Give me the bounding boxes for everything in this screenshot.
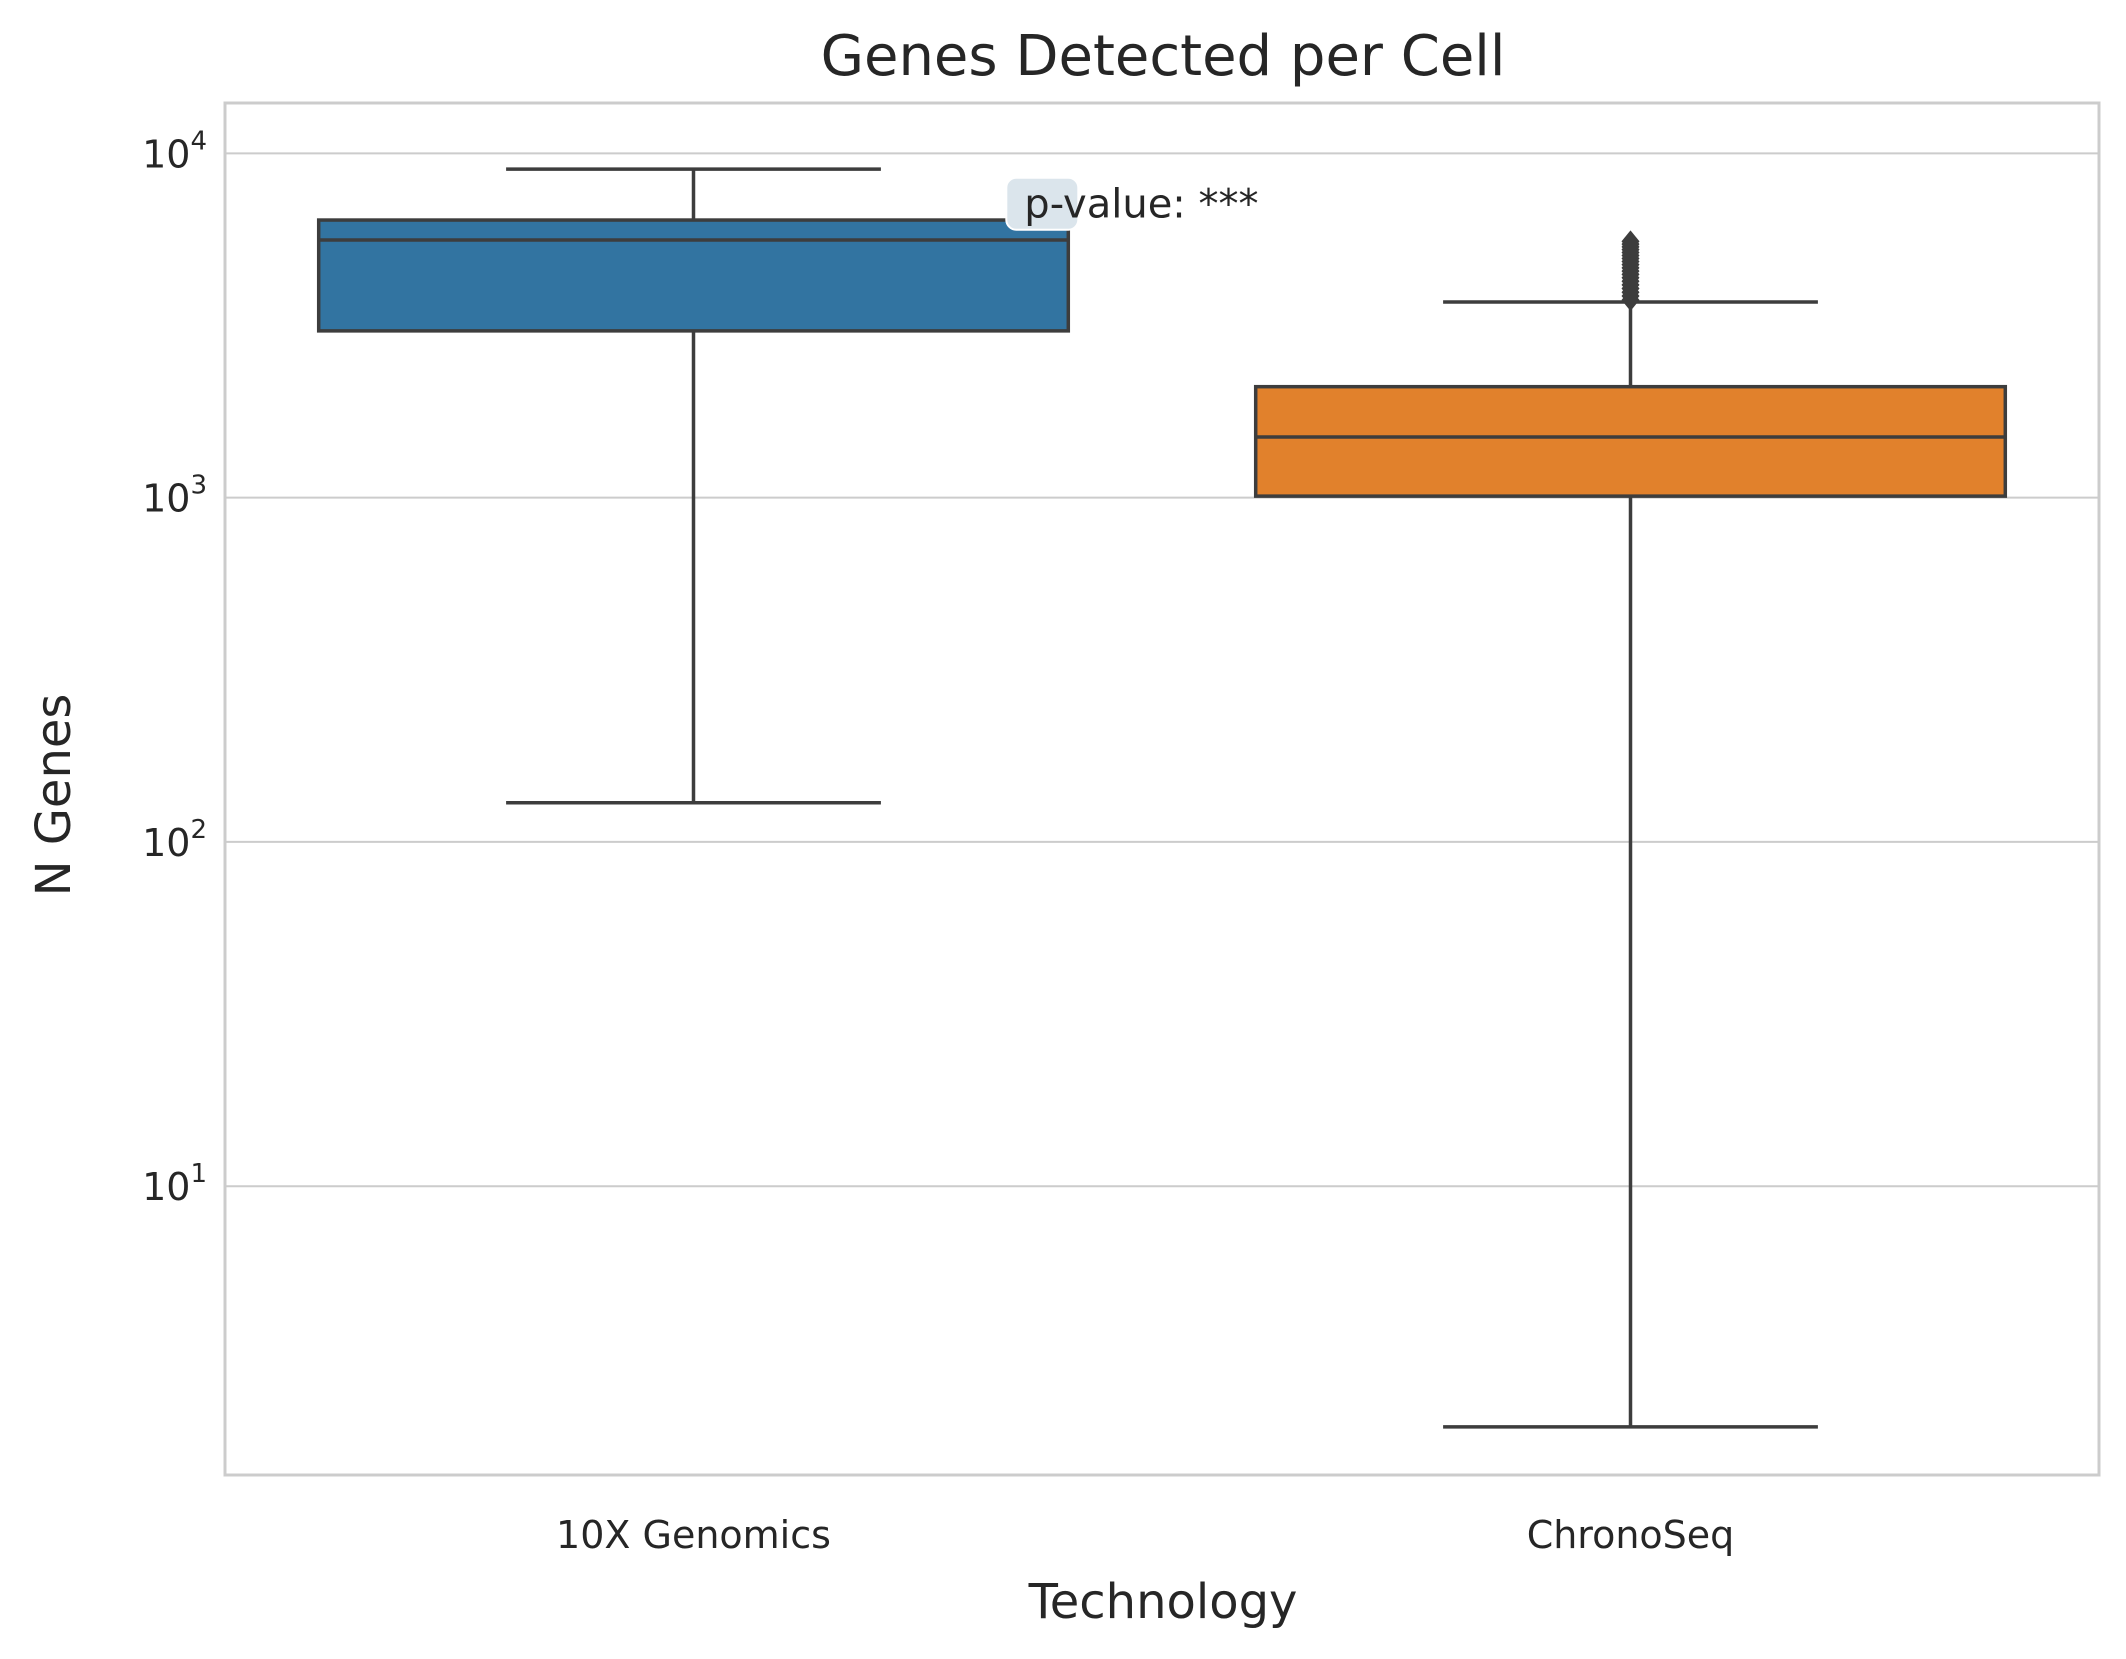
chart-title: Genes Detected per Cell [821, 24, 1506, 89]
grid-lines [225, 152, 2099, 1188]
annotation-bbox [1005, 176, 1080, 231]
x-tick-label: ChronoSeq [1527, 1513, 1735, 1557]
box-group [1253, 230, 2008, 1429]
y-tick-label: 101 [142, 1159, 207, 1209]
y-tick-label: 102 [142, 815, 207, 865]
y-tick-label: 103 [142, 471, 207, 521]
y-axis-ticks: 101 102 103 104 [142, 126, 207, 1209]
x-axis-ticks: 10X Genomics ChronoSeq [556, 1513, 1734, 1557]
outlier-point [1621, 230, 1640, 253]
iqr-box [1253, 384, 2008, 498]
plot-frame [223, 101, 2101, 1477]
x-axis-title: Technology [1028, 1574, 1298, 1630]
boxes [316, 167, 2008, 1429]
y-tick-label: 104 [142, 126, 207, 176]
iqr-box [316, 218, 1071, 333]
y-axis-title: N Genes [26, 694, 82, 897]
annotation: p-value: *** [1005, 176, 1259, 231]
annotation-text: p-value: *** [1024, 182, 1258, 228]
box-group [316, 167, 1071, 805]
x-tick-label: 10X Genomics [556, 1513, 831, 1557]
